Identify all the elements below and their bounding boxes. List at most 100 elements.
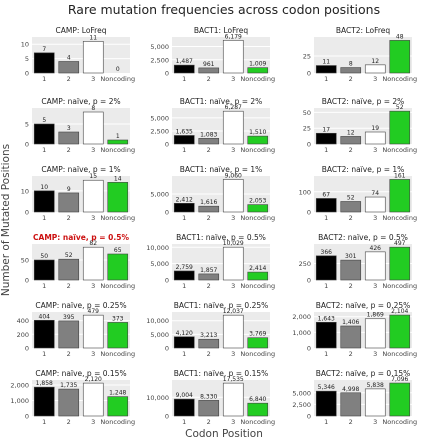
bar-value-label: 52 <box>347 194 355 201</box>
panel-1: CAMP: LoFreq 0 5 10 7 1 4 2 11 3 0 Noncoding <box>21 26 135 83</box>
y-tick-label: 2,500 <box>150 127 169 135</box>
bar-3 <box>82 111 104 145</box>
bar-value-label: 10,029 <box>223 240 244 247</box>
bar-value-label: 9,004 <box>176 392 193 399</box>
bar-noncoding <box>247 402 269 417</box>
bar-value-label: 17 <box>322 126 330 133</box>
x-tick-label: 1 <box>42 75 46 83</box>
bar-value-label: 2,414 <box>249 265 266 272</box>
bar-value-label: 1,643 <box>318 315 335 322</box>
x-tick-label: 2 <box>349 282 353 290</box>
x-tick-label: 3 <box>373 350 377 358</box>
bar-value-label: 65 <box>114 247 122 254</box>
bar-2 <box>198 400 220 417</box>
x-tick-label: Noncoding <box>240 418 275 426</box>
y-tick-label: 25 <box>303 125 311 133</box>
bar-value-label: 6,287 <box>225 104 242 111</box>
bar-noncoding <box>247 135 269 145</box>
y-tick-label: 0 <box>25 70 29 78</box>
x-tick-label: 2 <box>207 282 211 290</box>
bar-value-label: 8 <box>349 61 353 68</box>
bar-3 <box>222 39 244 74</box>
bar-value-label: 1,487 <box>176 58 193 65</box>
bar-1 <box>173 135 195 145</box>
bar-value-label: 161 <box>394 172 406 179</box>
x-tick-label: Noncoding <box>382 75 417 83</box>
x-tick-label: Noncoding <box>382 350 417 358</box>
y-tick-label: 0 <box>307 141 311 149</box>
panel-10: CAMP: naïve, p = 0.5% 0 50 50 1 52 2 82 3 65 Nonco… <box>21 233 135 290</box>
x-tick-label: 3 <box>91 418 95 426</box>
bar-3 <box>364 388 386 417</box>
bar-value-label: 2,104 <box>391 308 408 315</box>
panel-6: BACT2: naïve, p = 2% 0 25 50 17 1 12 2 19 3 52 Nonc… <box>303 97 417 154</box>
y-tick-label: 50 <box>21 257 29 265</box>
y-tick-label: 0 <box>165 413 169 421</box>
x-tick-label: 2 <box>67 282 71 290</box>
bar-value-label: 2,053 <box>249 198 266 205</box>
panel-5: BACT1: naïve, p = 2% 0 2,500 5,000 1,635 1 1,0… <box>150 97 275 154</box>
bar-value-label: 19 <box>371 125 379 132</box>
y-tick-label: 0 <box>307 345 311 353</box>
y-tick-label: 5 <box>25 55 29 63</box>
bar-value-label: 301 <box>345 253 357 260</box>
y-tick-label: 0 <box>307 209 311 217</box>
panel-4: CAMP: naïve, p = 2% 0 5 5 1 3 2 8 3 1 Noncoding <box>25 97 135 154</box>
y-tick-label: 5,000 <box>292 389 311 397</box>
y-tick-label: 0 <box>165 141 169 149</box>
bar-value-label: 10 <box>40 184 48 191</box>
bar-1 <box>33 319 55 349</box>
panel-7: CAMP: naïve, p = 1% 0 10 10 1 9 2 15 3 14 Noncodin… <box>21 165 135 222</box>
y-tick-label: 10,000 <box>146 244 169 252</box>
bar-value-label: 0 <box>116 66 120 73</box>
bar-noncoding <box>107 396 129 417</box>
y-tick-label: 10,000 <box>146 394 169 402</box>
bar-1 <box>173 64 195 74</box>
bar-value-label: 4,998 <box>342 386 359 393</box>
y-tick-label: 50 <box>303 109 311 117</box>
panel-14: BACT1: naïve, p = 0.25% 0 5,000 10,000 4,120… <box>146 301 275 358</box>
x-tick-label: 1 <box>42 282 46 290</box>
bar-2 <box>58 258 80 281</box>
panel-title: CAMP: naïve, p = 0.25% <box>35 301 126 310</box>
bar-1 <box>33 259 55 281</box>
bar-3 <box>364 318 386 349</box>
bar-1 <box>33 52 55 74</box>
bar-value-label: 1,869 <box>367 312 384 319</box>
bar-value-label: 8 <box>91 105 95 112</box>
bar-3 <box>82 382 104 417</box>
bar-value-label: 48 <box>396 33 404 40</box>
bar-3 <box>82 314 104 349</box>
bar-value-label: 1,248 <box>109 390 126 397</box>
bar-value-label: 82 <box>89 240 97 247</box>
bar-value-label: 15 <box>89 173 97 180</box>
y-tick-label: 5,000 <box>150 191 169 199</box>
x-tick-label: 3 <box>231 418 235 426</box>
bar-value-label: 12 <box>347 129 355 136</box>
x-tick-label: 1 <box>182 282 186 290</box>
bar-2 <box>340 325 362 349</box>
x-tick-label: Noncoding <box>240 282 275 290</box>
y-tick-label: 2,000 <box>292 313 311 321</box>
x-tick-label: 3 <box>91 75 95 83</box>
x-tick-label: 1 <box>324 418 328 426</box>
x-tick-label: Noncoding <box>240 146 275 154</box>
bar-1 <box>315 255 337 281</box>
panel-title: CAMP: naïve, p = 1% <box>41 165 120 174</box>
bar-value-label: 5,346 <box>318 384 335 391</box>
bar-noncoding <box>389 382 411 417</box>
x-tick-label: 1 <box>324 75 328 83</box>
bar-noncoding <box>247 67 269 74</box>
x-tick-label: 3 <box>91 350 95 358</box>
bar-value-label: 961 <box>203 61 215 68</box>
bar-value-label: 7,096 <box>391 376 408 383</box>
bar-3 <box>364 64 386 74</box>
panel-title: BACT2: naïve, p = 0.25% <box>316 301 411 310</box>
bar-value-label: 1,510 <box>249 129 266 136</box>
bar-noncoding <box>389 179 411 213</box>
panel-title: CAMP: naïve, p = 0.15% <box>35 369 126 378</box>
x-tick-label: 3 <box>231 282 235 290</box>
y-tick-label: 400 <box>17 317 29 325</box>
bar-3 <box>364 251 386 281</box>
x-tick-label: 1 <box>182 350 186 358</box>
